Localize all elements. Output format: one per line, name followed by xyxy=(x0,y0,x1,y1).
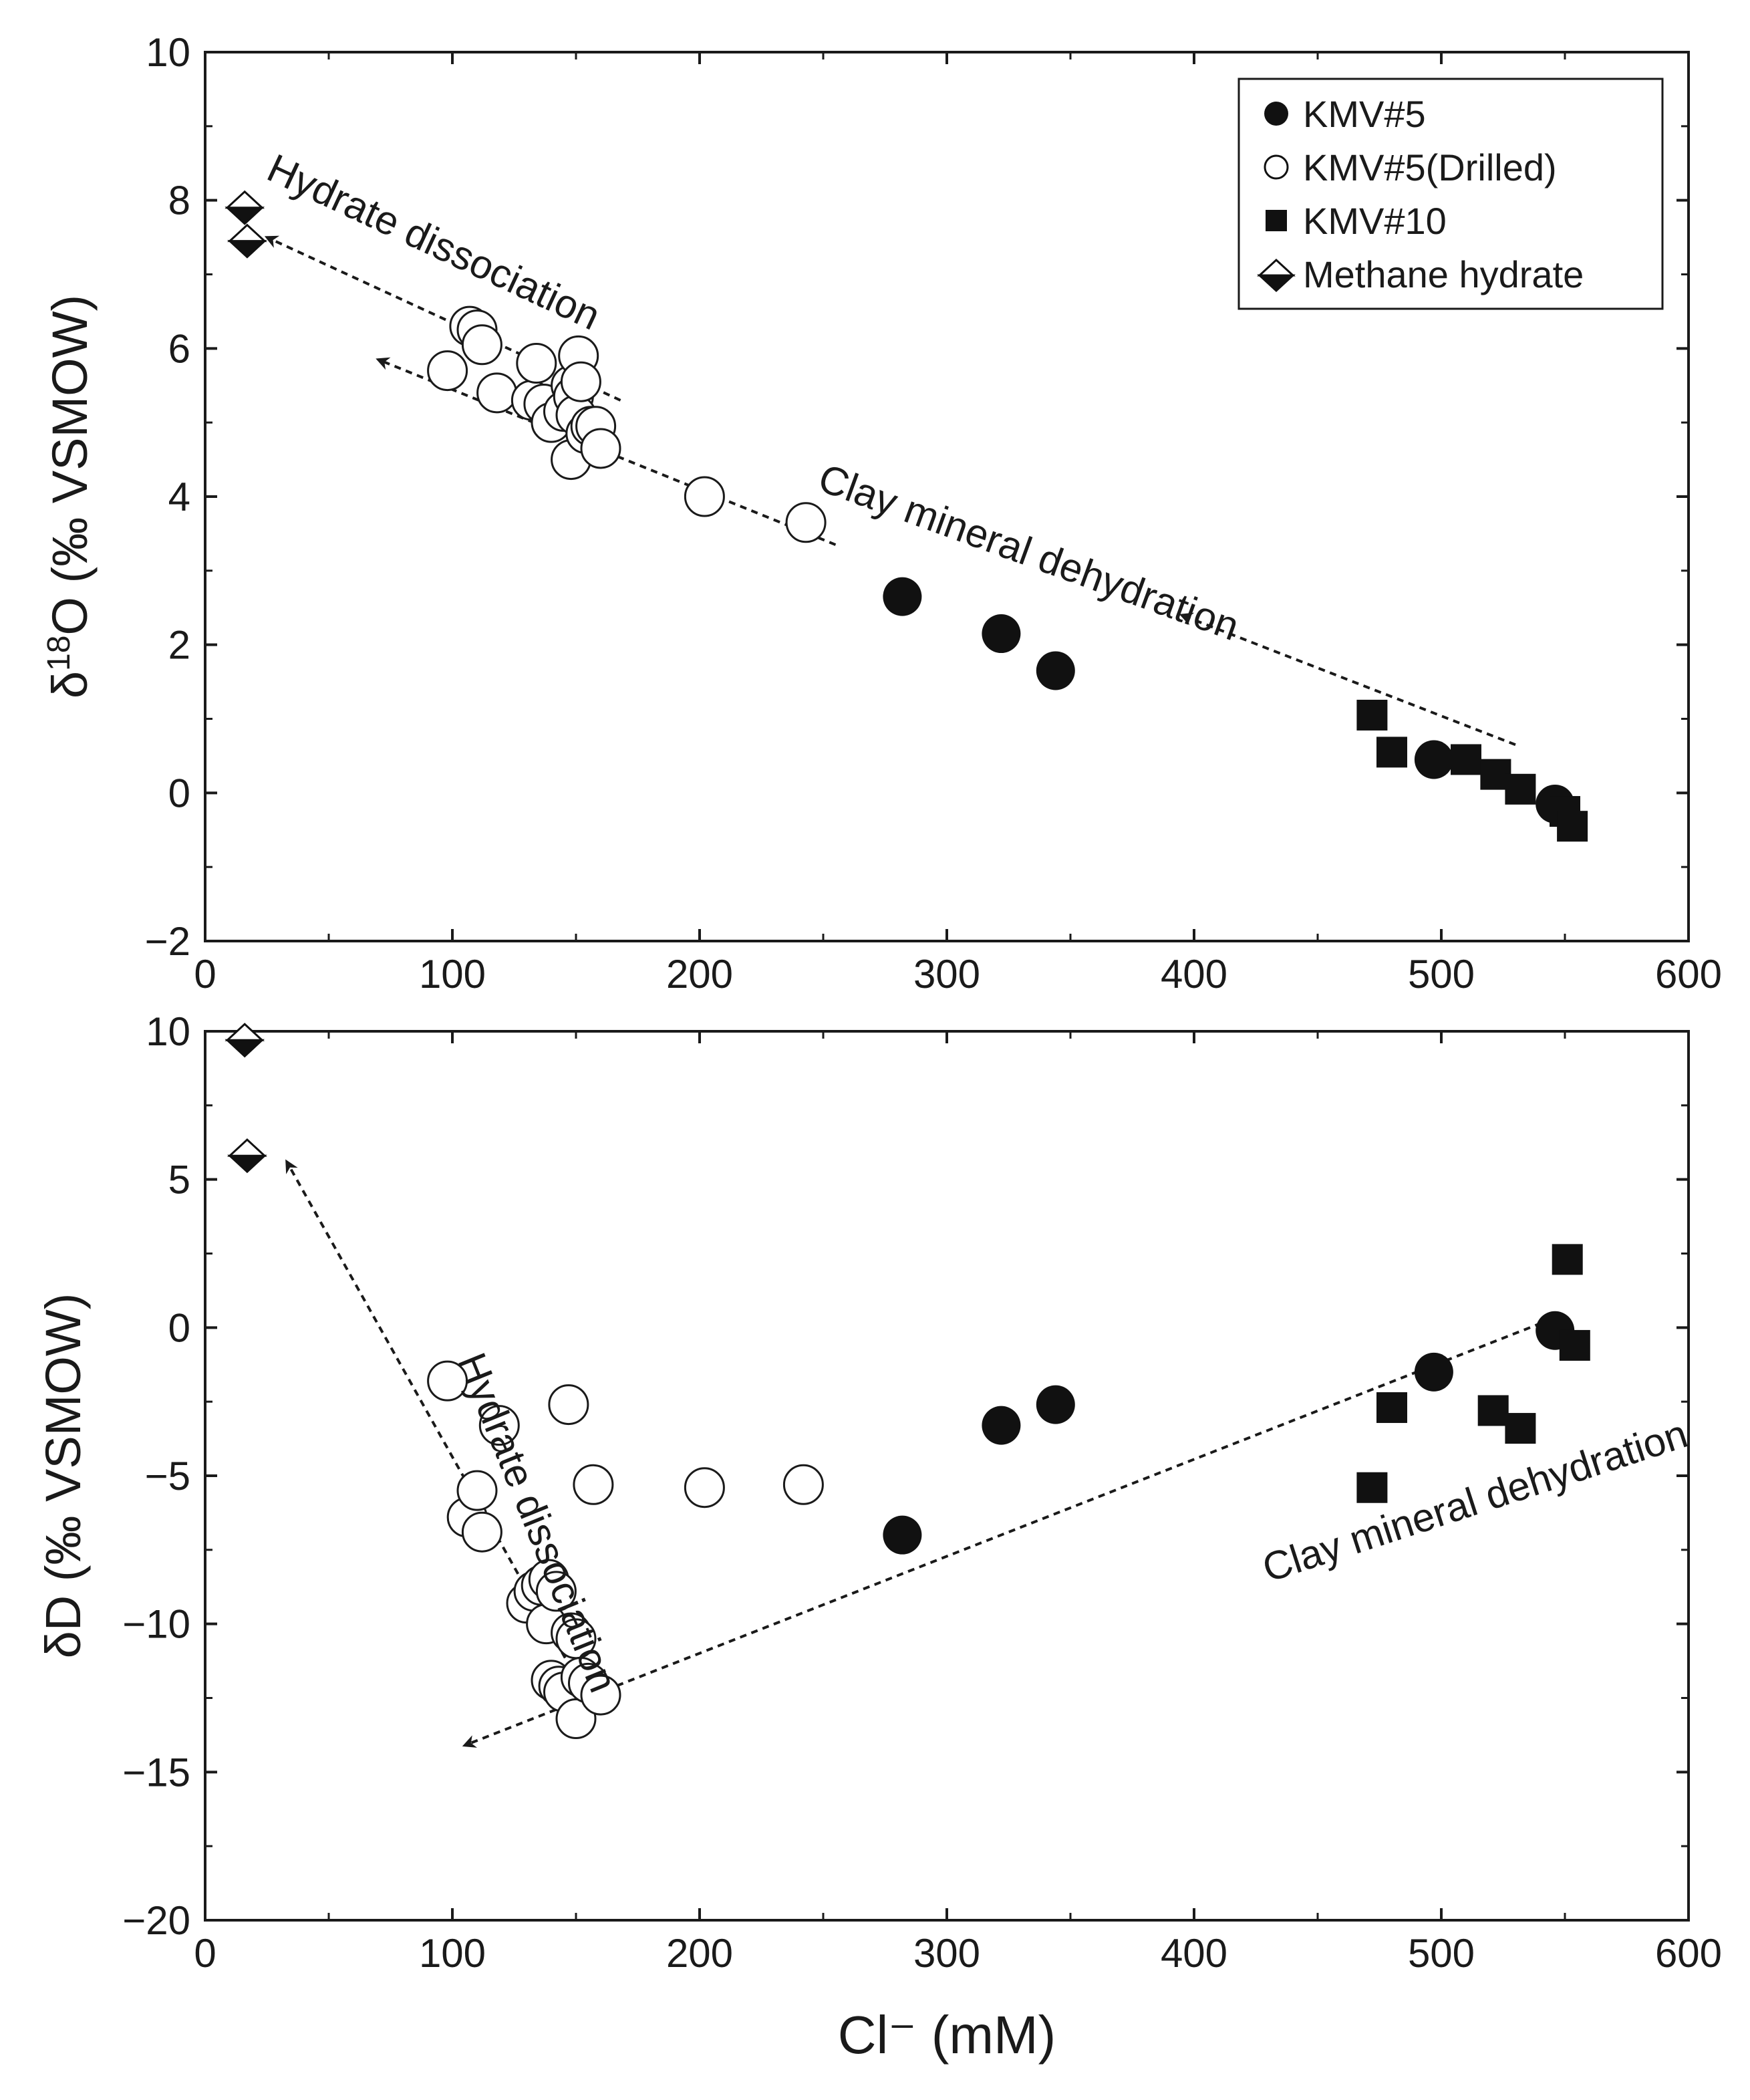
x-tick-label: 200 xyxy=(666,952,733,997)
x-tick-label: 400 xyxy=(1161,952,1227,997)
point-methane-hydrate xyxy=(225,1023,265,1058)
x-tick-label: 300 xyxy=(913,952,980,997)
point-kmv5-drilled xyxy=(785,502,827,543)
point-kmv5-drilled xyxy=(456,1470,498,1511)
legend-label-kmv5-drilled: KMV#5(Drilled) xyxy=(1303,146,1557,188)
point-kmv5-drilled xyxy=(580,1674,621,1716)
dd-plot-frame xyxy=(204,1030,1690,1922)
x-tick-label: 0 xyxy=(194,952,216,997)
x-tick-label: 100 xyxy=(419,952,486,997)
y-tick-label: −5 xyxy=(145,1454,190,1498)
point-kmv5-drilled xyxy=(580,428,621,469)
point-kmv5-drilled xyxy=(782,1464,824,1505)
point-kmv5 xyxy=(883,1515,922,1555)
x-axis-label: Cl⁻ (mM) xyxy=(838,2005,1056,2065)
x-tick-label: 400 xyxy=(1161,1931,1227,1976)
point-kmv5-drilled xyxy=(478,1405,520,1446)
legend: KMV#5 KMV#5(Drilled) KMV#10 Methane hydr… xyxy=(1237,78,1664,310)
point-kmv5 xyxy=(1414,740,1453,779)
point-kmv5-drilled xyxy=(684,1467,725,1508)
point-kmv5 xyxy=(1414,1352,1453,1392)
annotation-label: Clay mineral dehydration xyxy=(1257,1411,1693,1591)
y-tick-label: 10 xyxy=(146,30,190,75)
point-kmv10 xyxy=(1559,1329,1590,1361)
point-methane-hydrate xyxy=(225,190,265,225)
point-kmv10 xyxy=(1557,811,1588,842)
point-kmv5-drilled xyxy=(684,476,725,517)
point-kmv10 xyxy=(1451,744,1481,775)
y-tick-label: 10 xyxy=(146,1009,190,1054)
annotation-label: Hydrate dissociation xyxy=(261,145,607,338)
point-kmv10 xyxy=(1376,737,1407,768)
y-tick-label: 0 xyxy=(168,1305,190,1350)
point-methane-hydrate xyxy=(227,223,267,259)
y-tick-label: 5 xyxy=(168,1158,190,1202)
point-kmv5-drilled xyxy=(560,361,601,402)
y-tick-label: −20 xyxy=(122,1898,190,1943)
x-tick-label: 100 xyxy=(419,1931,486,1976)
point-kmv10 xyxy=(1376,1392,1407,1424)
d18o-points xyxy=(225,190,1588,842)
point-kmv5-drilled xyxy=(516,343,557,384)
point-kmv5 xyxy=(982,1406,1021,1445)
trend-arrow xyxy=(462,1317,1554,1748)
legend-box xyxy=(1237,78,1664,310)
annotation-label: Clay mineral dehydration xyxy=(813,455,1245,649)
point-kmv5-drilled xyxy=(461,1511,502,1553)
point-kmv10 xyxy=(1505,773,1536,805)
y-tick-label: 8 xyxy=(168,178,190,223)
y-tick-label: 2 xyxy=(168,623,190,668)
point-methane-hydrate xyxy=(227,1138,267,1174)
legend-label-methane-hydrate: Methane hydrate xyxy=(1303,253,1584,295)
legend-label-kmv5: KMV#5 xyxy=(1303,93,1426,135)
legend-marker-kmv5-drilled xyxy=(1264,154,1289,180)
legend-marker-kmv5 xyxy=(1264,102,1288,126)
legend-label-kmv10: KMV#10 xyxy=(1303,200,1447,242)
point-kmv5-drilled xyxy=(548,1384,589,1426)
point-kmv10 xyxy=(1505,1413,1536,1444)
point-kmv5 xyxy=(1036,1385,1075,1424)
y-tick-label: −10 xyxy=(122,1602,190,1647)
point-kmv5-drilled xyxy=(535,1571,577,1612)
x-tick-label: 0 xyxy=(194,1931,216,1976)
legend-marker-methane-hydrate xyxy=(1257,258,1296,293)
point-kmv10 xyxy=(1356,699,1388,731)
x-tick-label: 500 xyxy=(1408,1931,1475,1976)
point-kmv5 xyxy=(1036,651,1075,690)
dd-y-axis-label: δD (‰ VSMOW) xyxy=(35,1293,91,1659)
y-tick-label: −2 xyxy=(145,919,190,964)
point-kmv5-drilled xyxy=(427,350,468,392)
dd-arrows xyxy=(285,1159,1554,1748)
x-tick-label: 600 xyxy=(1655,952,1722,997)
point-kmv10 xyxy=(1356,1472,1388,1503)
point-kmv5 xyxy=(883,577,922,616)
point-kmv5-drilled xyxy=(476,372,518,414)
d18o-annotations: Hydrate dissociation Clay mineral dehydra… xyxy=(261,145,1245,649)
point-kmv10 xyxy=(1477,1395,1509,1426)
legend-marker-kmv10 xyxy=(1266,210,1287,231)
point-kmv5 xyxy=(982,614,1021,654)
d18o-y-axis-label: δ18O (‰ VSMOW) xyxy=(41,295,98,698)
y-tick-label: 0 xyxy=(168,771,190,815)
x-tick-label: 300 xyxy=(913,1931,980,1976)
x-tick-label: 200 xyxy=(666,1931,733,1976)
x-tick-label: 500 xyxy=(1408,952,1475,997)
point-kmv5-drilled xyxy=(427,1360,468,1402)
point-kmv10 xyxy=(1552,1244,1583,1275)
y-tick-label: −15 xyxy=(122,1750,190,1795)
y-tick-label: 4 xyxy=(168,475,190,519)
point-kmv5-drilled xyxy=(573,1464,614,1505)
y-tick-label: 6 xyxy=(168,326,190,371)
dd-points xyxy=(225,1023,1590,1740)
point-kmv5-drilled xyxy=(461,324,502,366)
dd-ticks: 0 100 200 300 400 500 600 −20 −15 −10 −5 0 5 10 xyxy=(122,1009,1722,1976)
x-tick-label: 600 xyxy=(1655,1931,1722,1976)
